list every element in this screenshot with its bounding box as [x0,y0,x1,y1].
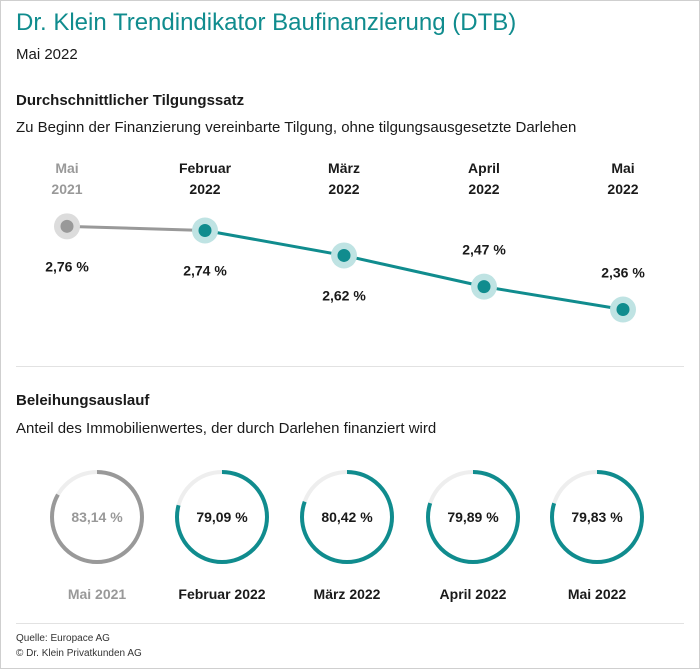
data-point [616,303,630,317]
line-chart-subtitle: Zu Beginn der Finanzierung vereinbarte T… [16,119,577,136]
x-tick-label: 2022 [189,181,220,197]
data-point [60,219,74,233]
x-tick-label: Mai [611,160,634,176]
ring-arc [50,470,144,564]
ring-value-label: 79,89 % [447,509,499,525]
ring-value-label: 80,42 % [321,509,373,525]
ring-chart-subtitle: Anteil des Immobilienwertes, der durch D… [16,420,437,437]
ring-arc [426,470,520,564]
ring-chart: 83,14 % Mai 2021 79,09 % Februar 2022 80,42 … [50,470,644,602]
ring-chart-title: Beleihungsauslauf [16,392,150,409]
ring-category-label: März 2022 [314,586,381,602]
ring-category-label: Mai 2021 [68,586,127,602]
line-chart: Mai 2021 Februar 2022 März 2022 April 2022 Mai 20… [45,160,645,323]
data-label: 2,36 % [601,265,645,281]
ring-category-label: Mai 2022 [568,586,627,602]
x-tick-label: 2022 [328,181,359,197]
data-label: 2,47 % [462,242,506,258]
x-tick-label: Mai [55,160,78,176]
x-tick-label: Februar [179,160,232,176]
ring-arc [175,470,269,564]
data-point [477,280,491,294]
data-label: 2,62 % [322,287,366,303]
x-tick-label: April [468,160,500,176]
ring-category-label: April 2022 [440,586,507,602]
data-point [198,223,212,237]
data-label: 2,74 % [183,262,227,278]
section-divider [16,366,684,367]
footer-copyright: © Dr. Klein Privatkunden AG [16,648,142,659]
series-line-segment [204,229,345,257]
x-tick-label: 2022 [607,181,638,197]
series-line-segment [66,224,206,232]
data-label: 2,76 % [45,258,89,274]
line-chart-title: Durchschnittlicher Tilgungssatz [16,92,245,109]
x-tick-label: 2021 [51,181,82,197]
page-subtitle: Mai 2022 [16,46,78,63]
series-line-segment [343,253,485,289]
footer-divider [16,623,684,624]
ring-category-label: Februar 2022 [178,586,265,602]
page-title: Dr. Klein Trendindikator Baufinanzierung… [16,9,517,36]
data-point [337,248,351,262]
footer-source: Quelle: Europace AG [16,633,110,644]
ring-value-label: 79,83 % [571,509,623,525]
ring-value-label: 79,09 % [196,509,248,525]
x-tick-label: März [328,160,360,176]
series-line-segment [483,285,624,312]
ring-arc [550,470,644,564]
x-tick-label: 2022 [468,181,499,197]
ring-value-label: 83,14 % [71,509,123,525]
ring-arc [300,470,394,564]
